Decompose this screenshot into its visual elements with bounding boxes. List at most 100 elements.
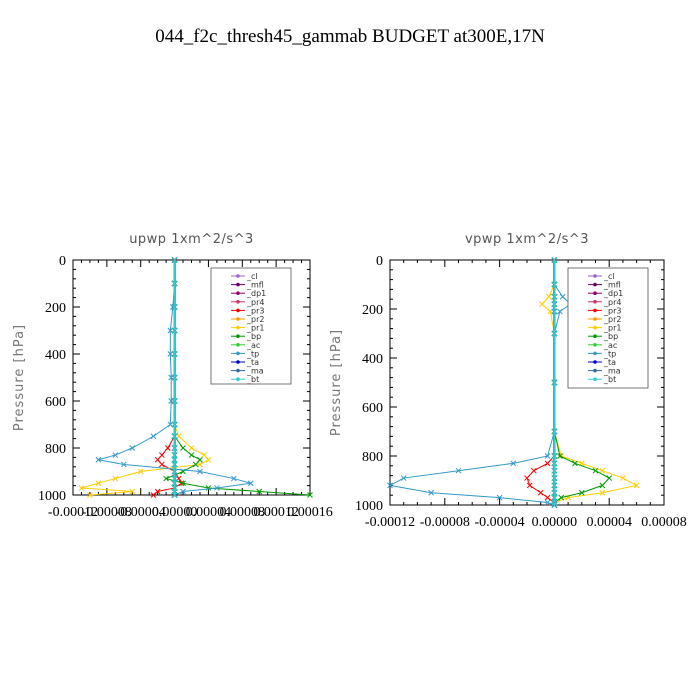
chart-1-ylabel: Pressure [hPa] — [329, 329, 344, 436]
chart-1-point-bp — [558, 494, 565, 501]
chart-0-ylabel: Pressure [hPa] — [12, 324, 27, 431]
chart-0-ytick-label: 600 — [45, 395, 66, 410]
chart-0-legend-label: _pr3 — [246, 306, 264, 315]
chart-1-point-bt — [551, 330, 558, 337]
chart-1-legend-marker — [593, 334, 597, 339]
chart-1-point-bt — [551, 467, 558, 474]
chart-0-point-pr3 — [175, 475, 182, 482]
chart-1-legend-marker — [593, 291, 597, 296]
chart-0-xtick-label: 0.00012 — [253, 505, 299, 520]
chart-1-legend-marker — [593, 360, 597, 364]
chart-1-ytick-label: 1000 — [355, 499, 383, 514]
chart-1-point-tp — [559, 293, 566, 300]
chart-1-ytick-label: 200 — [362, 303, 383, 318]
chart-1-point-tp — [544, 499, 551, 506]
chart-1-point-tp — [496, 494, 503, 501]
chart-0-point-pr1 — [112, 475, 119, 482]
chart-0-legend-label: _tp — [246, 349, 259, 358]
chart-1-point-tp — [455, 467, 462, 474]
chart-0-legend-label: _ac — [246, 341, 260, 350]
chart-0-point-bt — [171, 492, 178, 498]
chart-0-legend-marker — [236, 343, 240, 347]
chart-1-point-pr3 — [544, 460, 551, 467]
vpwp-panel: vpwp 1xm^2/s^3 Pressure [hPa] 0 200 400 600 80… — [329, 232, 687, 530]
chart-1-point-tp — [510, 460, 517, 467]
chart-0-point-pr1 — [137, 468, 144, 475]
chart-1-point-pr1 — [633, 482, 640, 489]
chart-0-point-bt — [171, 398, 178, 404]
chart-0-xtick-label: -0.00012 — [48, 505, 98, 520]
chart-1-point-pr1 — [547, 308, 554, 315]
chart-0-legend-marker — [236, 300, 240, 304]
chart-0-legend-marker — [236, 308, 240, 313]
chart-0-point-pr3 — [150, 492, 157, 498]
chart-1-point-bt — [551, 475, 558, 481]
chart-1-legend-marker — [593, 308, 597, 313]
chart-0-legend-marker — [236, 351, 240, 356]
chart-0-point-bt — [171, 433, 178, 440]
chart-1-point-pr3 — [530, 467, 537, 474]
chart-0-legend-marker — [236, 368, 240, 373]
chart-0-point-bt — [171, 374, 178, 381]
chart-1-point-bt — [551, 257, 558, 263]
chart-0-point-tp — [129, 445, 136, 451]
chart-1-legend-marker — [593, 325, 597, 330]
chart-1-legend-label: _cl — [603, 272, 615, 281]
upwp-panel: upwp 1xm^2/s^3 Pressure [hPa] 0 200 400 600 80… — [12, 232, 333, 520]
chart-0-legend-label: _ma — [246, 367, 264, 376]
chart-0-point-bt — [171, 456, 178, 463]
chart-1-legend-marker — [593, 343, 597, 347]
chart-1-ytick-label: 800 — [362, 450, 383, 465]
chart-1-legend-label: _tp — [603, 349, 616, 358]
chart-0-point-tp — [214, 485, 220, 491]
chart-0-point-tp — [167, 351, 174, 357]
chart-1-legend-label: _bt — [603, 375, 616, 384]
chart-1-xtick-label: -0.00004 — [475, 515, 525, 530]
chart-0-legend-label: _cl — [246, 272, 258, 281]
chart-0-xtick-label: 0.00004 — [186, 505, 232, 520]
chart-0-legend-marker — [236, 291, 240, 296]
chart-1-legend-marker — [593, 351, 597, 356]
chart-1-point-bp — [557, 453, 563, 459]
chart-1-legend-label: _mfl — [603, 281, 621, 290]
chart-1-legend-marker — [593, 274, 597, 278]
chart-1-point-tp — [428, 489, 434, 496]
chart-1-point-bt — [551, 494, 558, 501]
chart-1-xtick-label: 0.00008 — [641, 515, 687, 530]
chart-0-legend-marker — [236, 334, 240, 339]
chart-1-legend-label: _dp1 — [603, 289, 623, 298]
chart-0-point-tp — [247, 480, 254, 487]
chart-0-legend-box — [210, 267, 292, 385]
chart-1-legend-marker — [593, 317, 597, 321]
chart-1-ytick-label: 600 — [362, 401, 383, 416]
chart-1-point-bt — [551, 460, 558, 467]
chart-0-point-bp — [307, 492, 313, 498]
chart-1-point-pr1 — [620, 475, 626, 481]
chart-0-point-pr1 — [188, 445, 195, 451]
chart-0-point-pr1 — [78, 485, 85, 491]
chart-0-legend-marker — [236, 274, 240, 278]
chart-0-point-bp — [188, 452, 195, 458]
chart-1-legend-label: _pr4 — [603, 298, 621, 307]
chart-0-legend-marker — [236, 325, 240, 330]
chart-0-legend-label: _pr2 — [246, 315, 264, 324]
chart-1-point-tp — [387, 482, 393, 489]
chart-1-point-bp — [572, 460, 578, 467]
chart-1-point-bp — [578, 489, 585, 496]
chart-0-legend-label: _mfl — [246, 281, 264, 290]
chart-0-point-pr3 — [164, 445, 171, 451]
figure-title: 044_f2c_thresh45_gammab BUDGET at300E,17… — [155, 26, 545, 47]
chart-1-point-pr3 — [537, 489, 544, 496]
chart-0-point-bt — [171, 304, 178, 310]
chart-0-point-pr3 — [154, 456, 161, 463]
chart-1-ytick-label: 0 — [376, 254, 383, 269]
chart-0-legend-label: _ta — [246, 358, 259, 367]
chart-0-legend-marker — [236, 282, 240, 287]
chart-0-point-pr3 — [159, 452, 165, 458]
chart-1-legend-marker — [593, 300, 597, 304]
chart-0-xtick-label: -0.00008 — [82, 505, 132, 520]
chart-1-point-bt — [551, 301, 558, 307]
chart-0-point-bt — [171, 351, 178, 357]
chart-1-legend-label: _pr3 — [603, 306, 621, 315]
chart-0-point-bt — [171, 468, 178, 475]
